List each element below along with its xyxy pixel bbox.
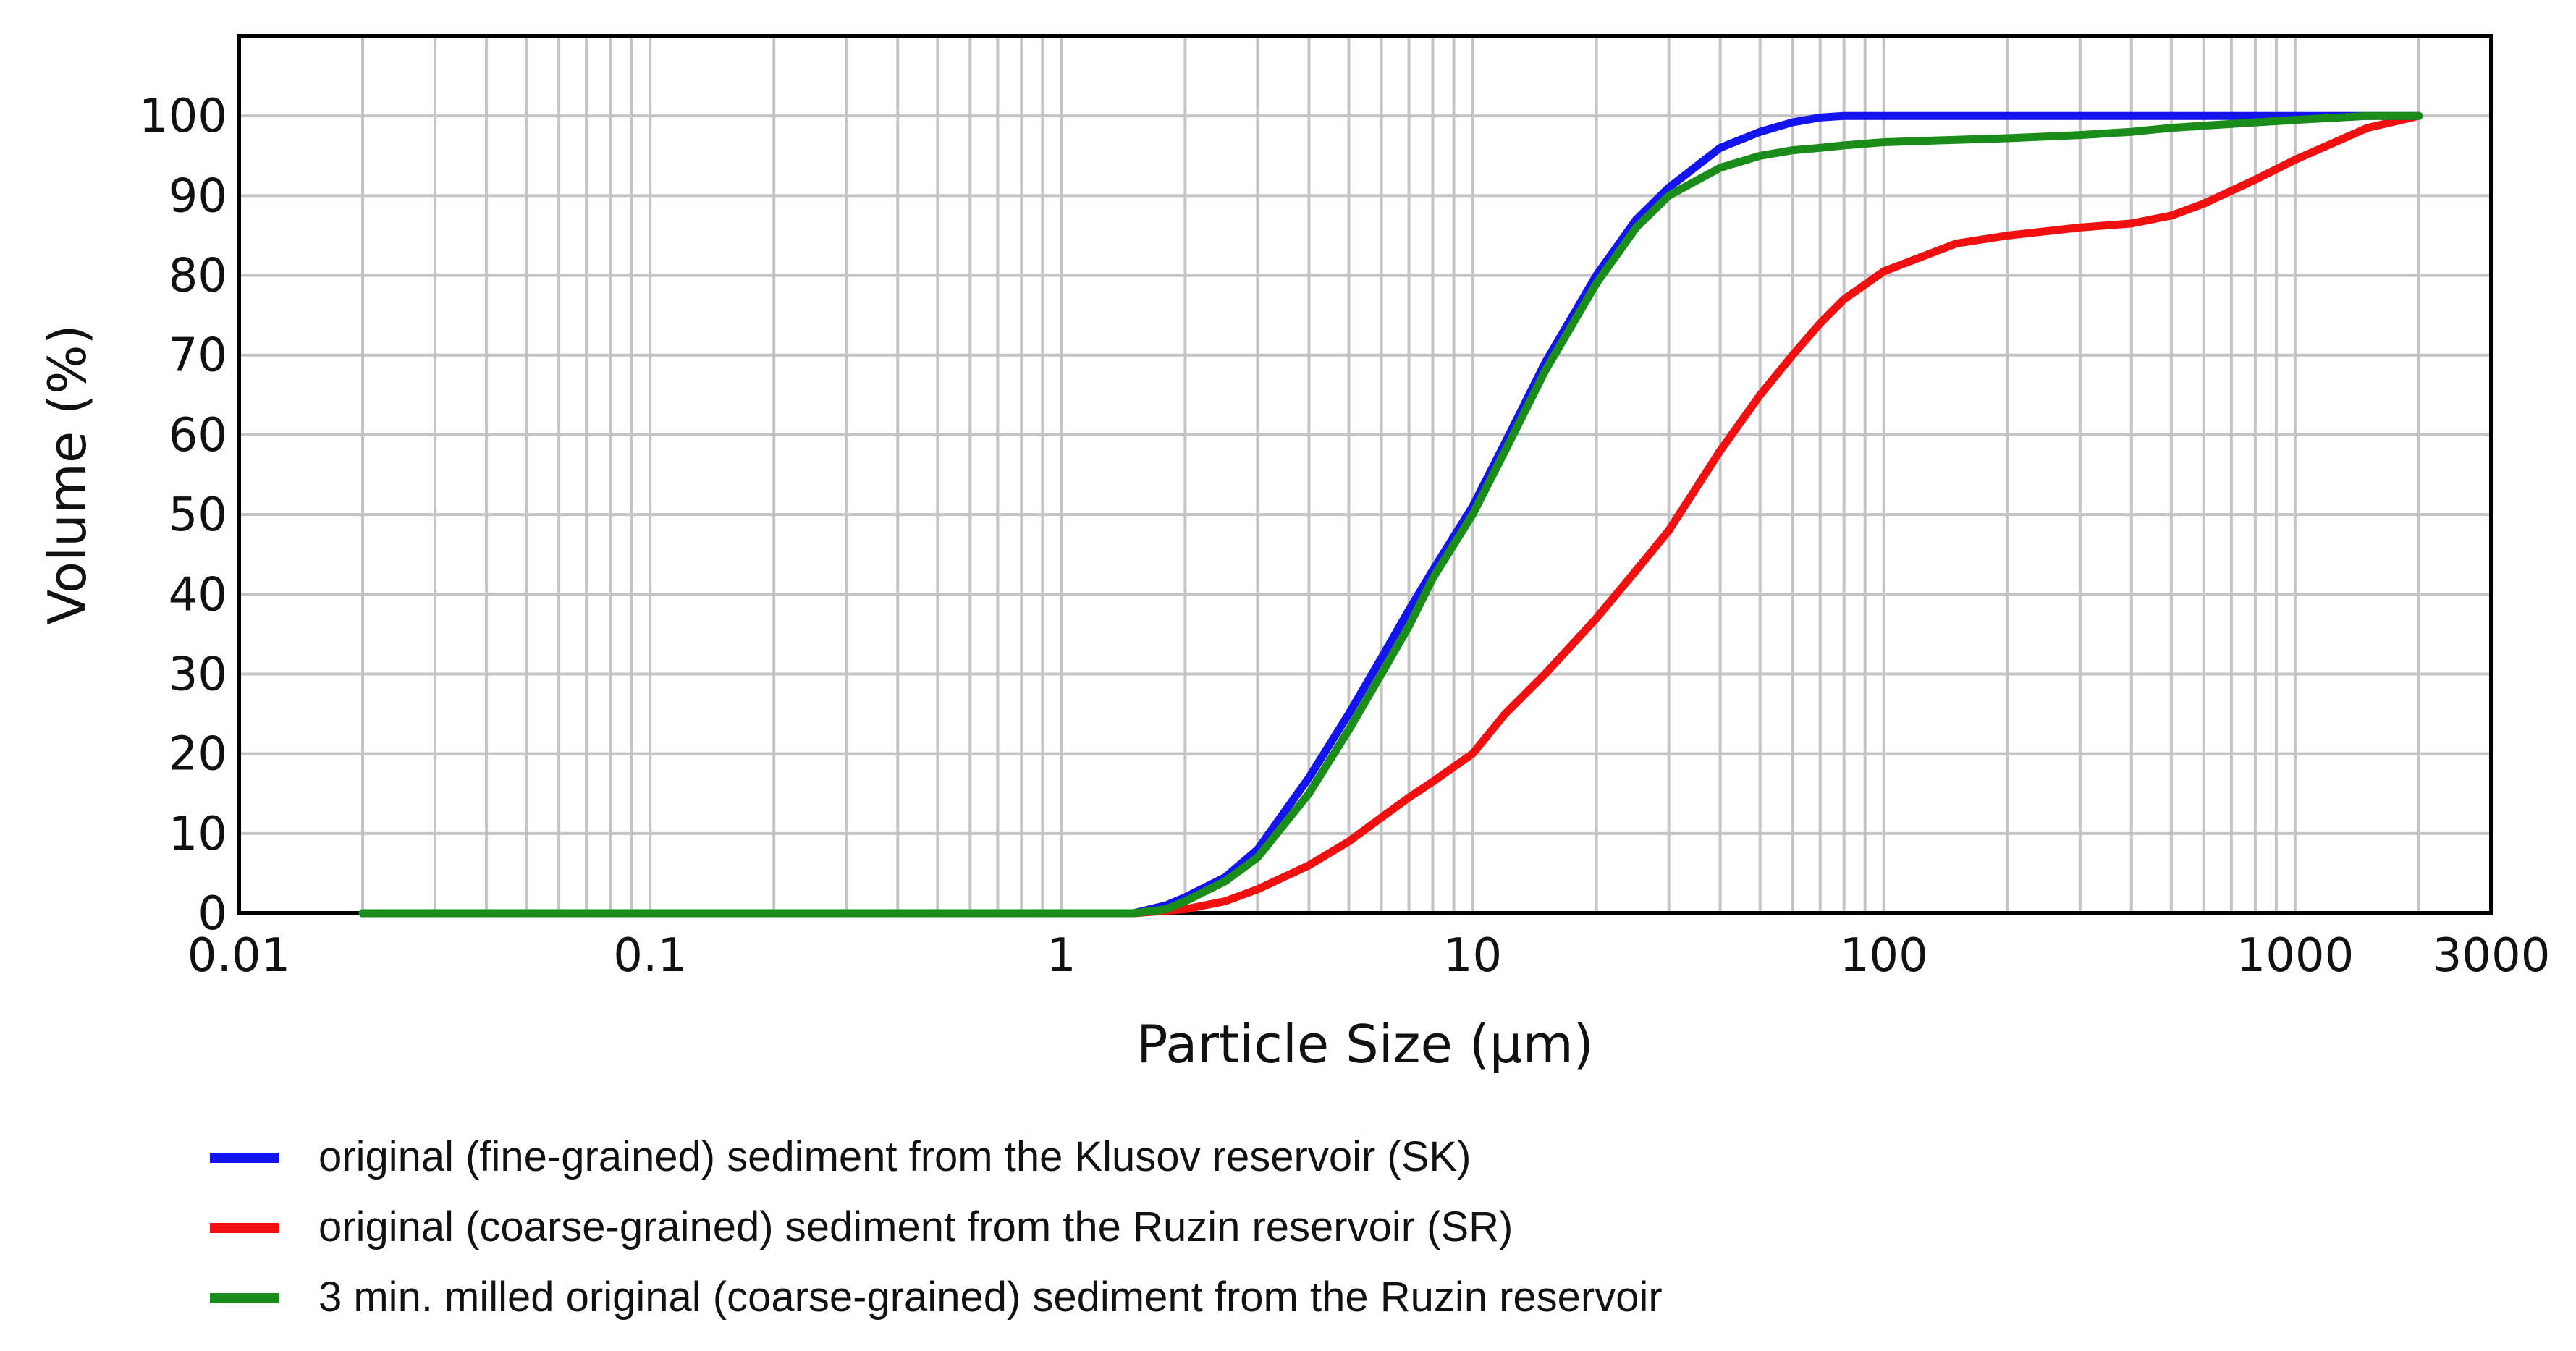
legend-label: 3 min. milled original (coarse-grained) … <box>318 1274 1663 1321</box>
y-tick-label: 100 <box>139 90 227 143</box>
legend: original (fine-grained) sediment from th… <box>210 1133 1663 1321</box>
y-tick-label: 90 <box>169 169 227 223</box>
series-lines <box>358 111 2423 918</box>
x-tick-label: 1 <box>1047 929 1076 983</box>
plot-area-frame <box>237 34 2493 915</box>
x-tick-label: 0.1 <box>613 929 687 983</box>
series-line-3 <box>358 111 2423 918</box>
legend-label: original (coarse-grained) sediment from … <box>318 1203 1513 1250</box>
x-tick-label: 10 <box>1443 929 1502 983</box>
series-line-2 <box>358 111 2423 918</box>
y-tick-label: 40 <box>169 568 227 622</box>
y-tick-label: 0 <box>198 887 227 941</box>
y-tick-label: 30 <box>169 648 227 701</box>
tick-labels: 0.01 0.1 1 10 100 1000 3000 0 10 20 30 40 50 60 70 80 90… <box>139 90 2551 983</box>
x-axis-title: Particle Size (µm) <box>1136 1014 1594 1075</box>
legend-label: original (fine-grained) sediment from th… <box>318 1133 1471 1180</box>
x-tick-label: 1000 <box>2236 929 2354 983</box>
y-tick-label: 80 <box>169 250 227 303</box>
y-tick-label: 20 <box>169 728 227 782</box>
grid <box>239 36 2491 913</box>
series-line-1 <box>358 111 2423 918</box>
x-tick-label: 0.01 <box>187 929 291 983</box>
y-tick-label: 10 <box>169 808 227 861</box>
y-tick-label: 70 <box>169 329 227 383</box>
y-axis-title: Volume (%) <box>37 324 98 624</box>
y-tick-label: 50 <box>169 488 227 542</box>
y-tick-label: 60 <box>169 409 227 462</box>
x-tick-label: 100 <box>1840 929 1928 983</box>
x-tick-label: 3000 <box>2433 929 2551 983</box>
